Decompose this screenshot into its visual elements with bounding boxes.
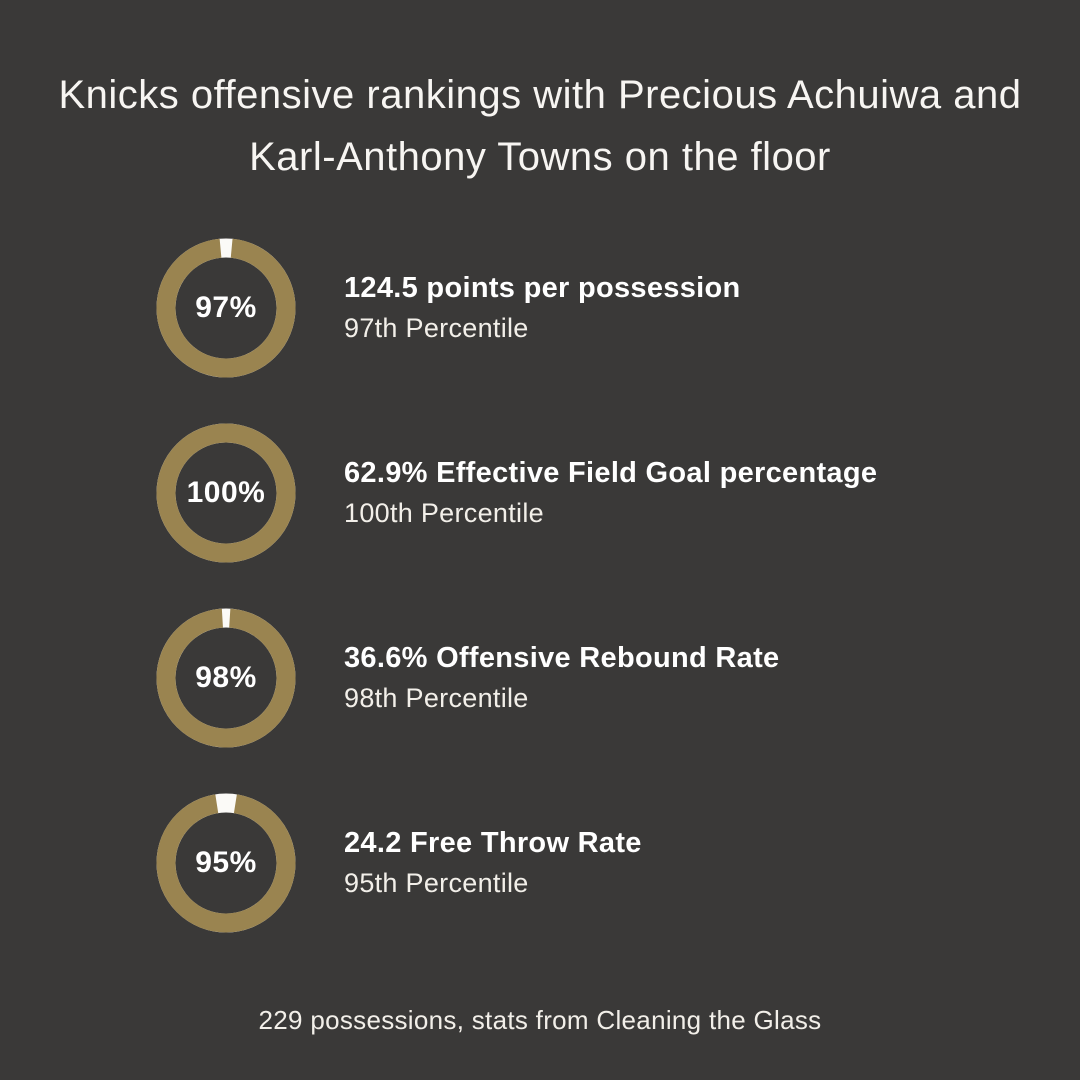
stat-row-offensive-rebound-rate: 98% 36.6% Offensive Rebound Rate 98th Pe… bbox=[156, 608, 1080, 748]
donut-percent-label: 98% bbox=[195, 661, 257, 694]
donut-ring-chart: 100% bbox=[156, 423, 296, 563]
source-caption: 229 possessions, stats from Cleaning the… bbox=[258, 1005, 822, 1035]
stat-subtitle: 100th Percentile bbox=[344, 498, 544, 528]
stat-subtitle: 98th Percentile bbox=[344, 683, 529, 713]
page-title: Knicks offensive rankings with Precious … bbox=[0, 0, 1080, 188]
stat-row-effective-field-goal: 100% 62.9% Effective Field Goal percenta… bbox=[156, 423, 1080, 563]
stat-text-block: 24.2 Free Throw Rate 95th Percentile bbox=[344, 827, 642, 899]
donut-ring-chart: 97% bbox=[156, 238, 296, 378]
stat-rows: 97% 124.5 points per possession 97th Per… bbox=[156, 238, 1080, 933]
donut-ring-svg bbox=[156, 793, 296, 933]
page-title-bold: Knicks offensive rankings bbox=[58, 73, 522, 117]
donut-ring-svg bbox=[156, 423, 296, 563]
stat-text-block: 124.5 points per possession 97th Percent… bbox=[344, 272, 741, 344]
stat-subtitle: 97th Percentile bbox=[344, 313, 529, 343]
donut-ring-svg bbox=[156, 238, 296, 378]
stat-text-block: 62.9% Effective Field Goal percentage 10… bbox=[344, 457, 877, 529]
stat-row-points-per-possession: 97% 124.5 points per possession 97th Per… bbox=[156, 238, 1080, 378]
page-title-regular: with Precious Achuiwa and Karl-Anthony T… bbox=[249, 73, 1022, 179]
donut-percent-label: 97% bbox=[195, 291, 257, 324]
stat-text-block: 36.6% Offensive Rebound Rate 98th Percen… bbox=[344, 642, 779, 714]
donut-ring-chart: 95% bbox=[156, 793, 296, 933]
stat-title: 62.9% Effective Field Goal percentage bbox=[344, 457, 878, 489]
stat-title: 24.2 Free Throw Rate bbox=[344, 827, 642, 859]
donut-percent-label: 95% bbox=[195, 846, 257, 879]
stat-subtitle: 95th Percentile bbox=[344, 868, 529, 898]
stat-title: 36.6% Offensive Rebound Rate bbox=[344, 642, 780, 674]
donut-ring-chart: 98% bbox=[156, 608, 296, 748]
donut-ring-svg bbox=[156, 608, 296, 748]
stat-row-free-throw-rate: 95% 24.2 Free Throw Rate 95th Percentile bbox=[156, 793, 1080, 933]
donut-percent-label: 100% bbox=[186, 476, 266, 509]
stat-title: 124.5 points per possession bbox=[344, 272, 741, 304]
